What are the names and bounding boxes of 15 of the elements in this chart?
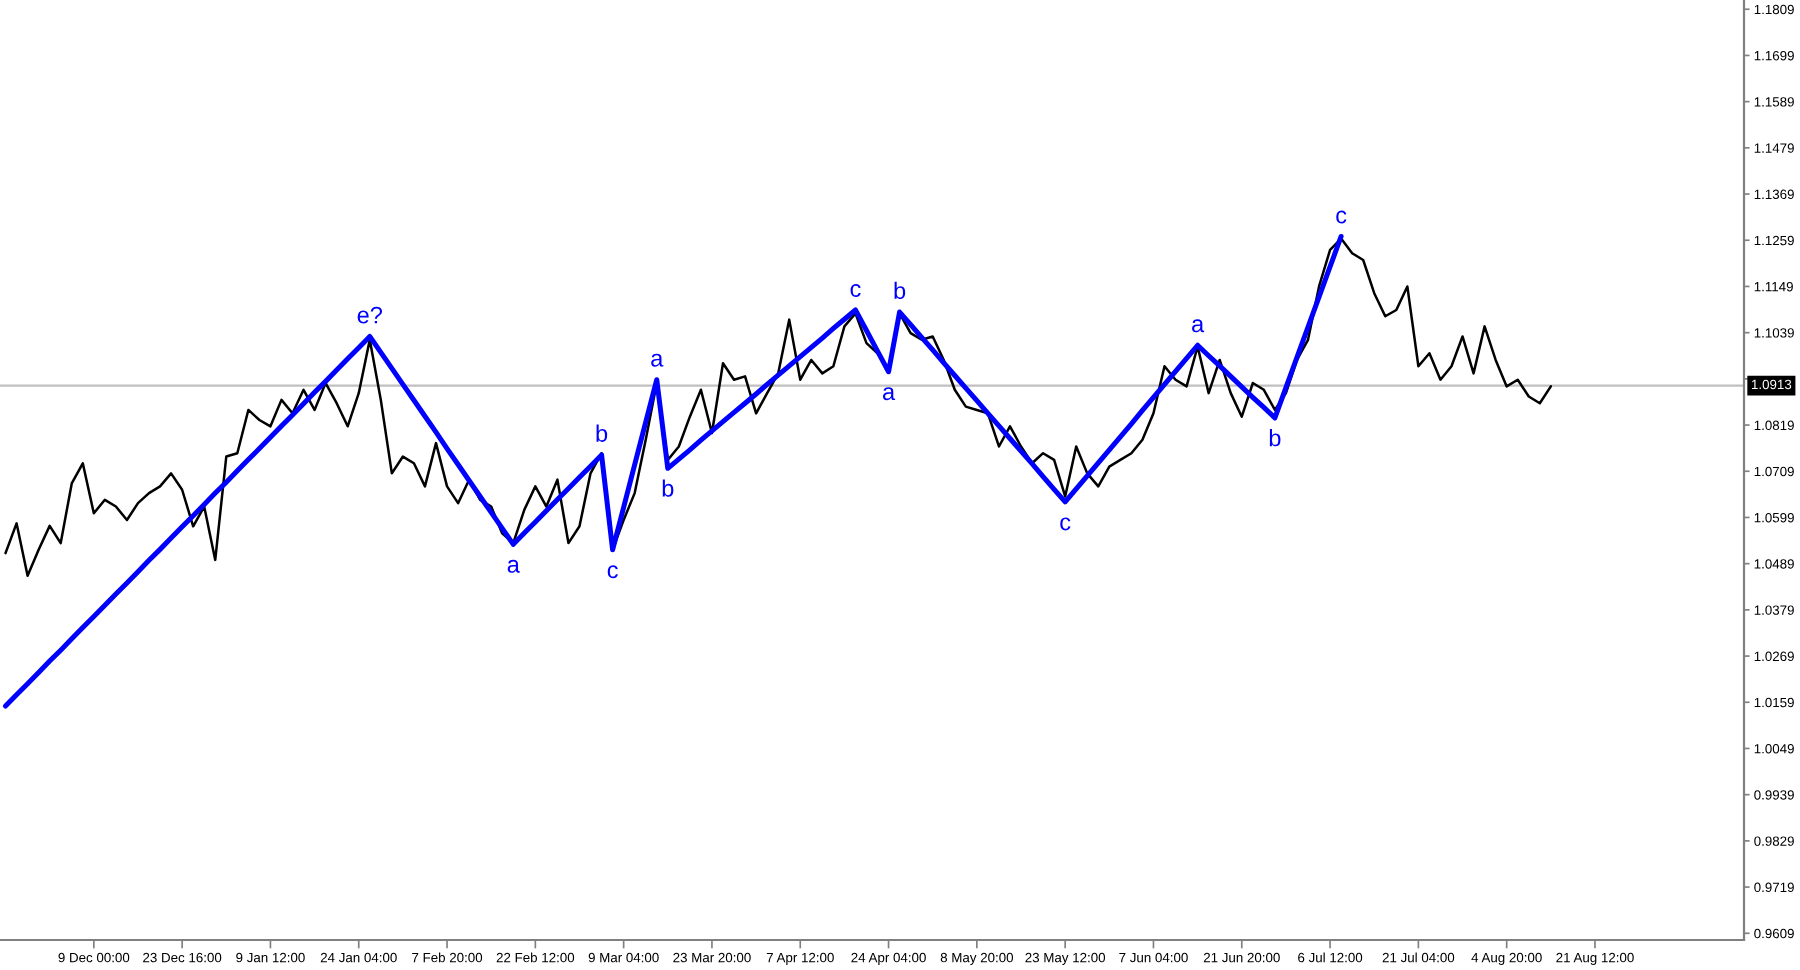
annotation: a xyxy=(883,387,896,401)
annotation: c xyxy=(1060,517,1071,531)
annotation: e? xyxy=(357,306,383,324)
annotation: a xyxy=(651,353,664,367)
annotation: b xyxy=(1269,429,1281,447)
annotation: b xyxy=(894,281,906,300)
annotation: b xyxy=(662,479,674,497)
annotation: c xyxy=(850,284,861,297)
annotation: b xyxy=(596,424,608,442)
annotation: c xyxy=(1336,210,1347,224)
annotation: c xyxy=(607,565,618,579)
line-series xyxy=(4,237,1553,578)
line-series xyxy=(3,233,1344,709)
annotation: a xyxy=(1192,319,1205,333)
annotation: a xyxy=(507,559,520,573)
